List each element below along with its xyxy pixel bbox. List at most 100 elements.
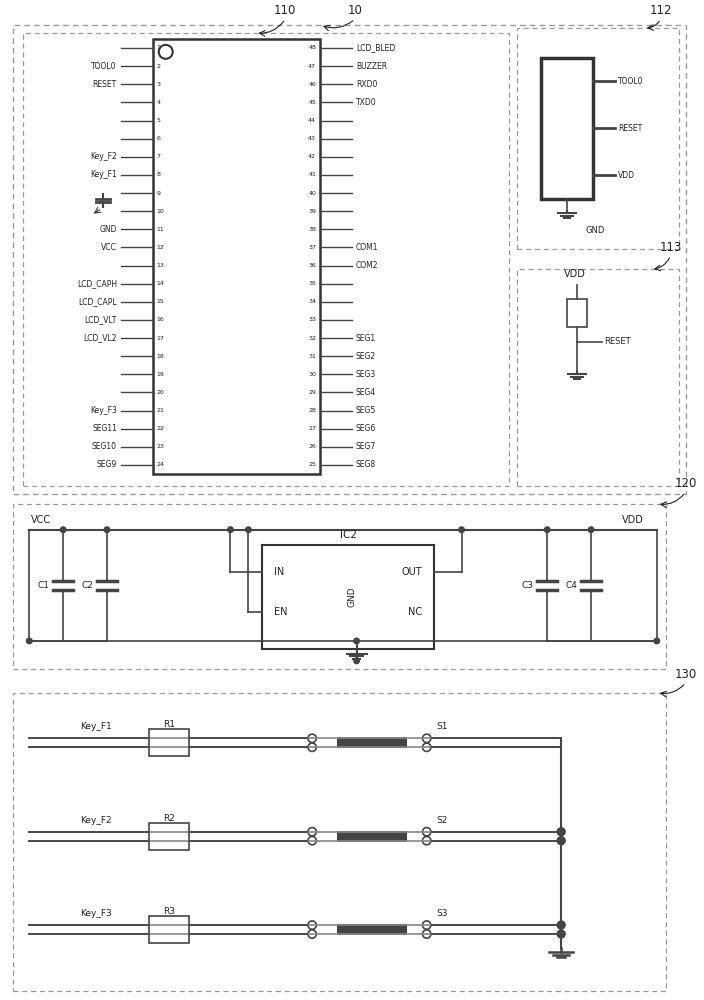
Text: 32: 32 bbox=[308, 336, 316, 341]
Text: 5: 5 bbox=[157, 118, 161, 123]
Circle shape bbox=[557, 930, 565, 938]
Circle shape bbox=[27, 638, 32, 644]
Text: COM1: COM1 bbox=[356, 243, 379, 252]
Text: 39: 39 bbox=[308, 209, 316, 214]
Text: SEG8: SEG8 bbox=[356, 460, 376, 469]
Text: LCD_BLED: LCD_BLED bbox=[356, 43, 395, 52]
Text: Key_F1: Key_F1 bbox=[90, 170, 117, 179]
Text: 34: 34 bbox=[308, 299, 316, 304]
Text: 47: 47 bbox=[308, 64, 316, 69]
Text: 33: 33 bbox=[308, 317, 316, 322]
Text: GND: GND bbox=[99, 225, 117, 234]
Text: 22: 22 bbox=[157, 426, 165, 431]
Text: IC2: IC2 bbox=[339, 530, 356, 540]
Text: 1: 1 bbox=[157, 45, 161, 50]
Text: S1: S1 bbox=[436, 722, 448, 731]
Circle shape bbox=[654, 638, 660, 644]
Text: VCC: VCC bbox=[31, 515, 51, 525]
Text: 11: 11 bbox=[157, 227, 165, 232]
Bar bbox=[517, 269, 679, 486]
Bar bbox=[13, 504, 666, 669]
Text: S3: S3 bbox=[436, 909, 448, 918]
Text: 15: 15 bbox=[157, 299, 165, 304]
Text: 130: 130 bbox=[674, 668, 697, 681]
Text: 31: 31 bbox=[308, 354, 316, 359]
Text: IN: IN bbox=[275, 567, 284, 577]
Text: 9: 9 bbox=[157, 191, 161, 196]
Bar bbox=[149, 729, 189, 756]
Circle shape bbox=[544, 527, 550, 532]
Text: GND: GND bbox=[585, 226, 605, 235]
Text: 10: 10 bbox=[157, 209, 165, 214]
Text: 13: 13 bbox=[157, 263, 165, 268]
Text: 16: 16 bbox=[157, 317, 165, 322]
Text: 28: 28 bbox=[308, 408, 316, 413]
Bar bbox=[567, 299, 587, 327]
Text: RESET: RESET bbox=[618, 124, 642, 133]
Text: 19: 19 bbox=[157, 372, 165, 377]
Bar bbox=[13, 25, 686, 494]
Text: C3: C3 bbox=[521, 581, 534, 590]
Text: 3: 3 bbox=[157, 82, 161, 87]
Text: 25: 25 bbox=[308, 462, 316, 467]
Text: SEG6: SEG6 bbox=[356, 424, 376, 433]
Text: 12: 12 bbox=[157, 245, 165, 250]
Text: 14: 14 bbox=[157, 281, 165, 286]
Text: S2: S2 bbox=[436, 816, 448, 825]
Text: LCD_VLT: LCD_VLT bbox=[84, 315, 117, 324]
Circle shape bbox=[354, 638, 359, 644]
Bar bbox=[149, 916, 189, 943]
Circle shape bbox=[459, 527, 465, 532]
Text: SEG4: SEG4 bbox=[356, 388, 376, 397]
Text: 40: 40 bbox=[308, 191, 316, 196]
Text: 45: 45 bbox=[308, 100, 316, 105]
Text: Key_F3: Key_F3 bbox=[90, 406, 117, 415]
Text: 17: 17 bbox=[157, 336, 165, 341]
Text: R1: R1 bbox=[163, 720, 175, 729]
Text: 44: 44 bbox=[308, 118, 316, 123]
Text: 20: 20 bbox=[157, 390, 165, 395]
Text: Key_F2: Key_F2 bbox=[90, 152, 117, 161]
Text: 37: 37 bbox=[308, 245, 316, 250]
Bar bbox=[153, 39, 320, 474]
Bar bbox=[23, 33, 510, 486]
Circle shape bbox=[227, 527, 233, 532]
Text: 7: 7 bbox=[157, 154, 161, 159]
Text: LCD_CAPH: LCD_CAPH bbox=[77, 279, 117, 288]
Text: C4: C4 bbox=[565, 581, 577, 590]
Text: NC: NC bbox=[408, 607, 422, 617]
Text: 4: 4 bbox=[157, 100, 161, 105]
Text: SEG5: SEG5 bbox=[356, 406, 376, 415]
Text: 8: 8 bbox=[157, 172, 161, 177]
Bar bbox=[13, 693, 666, 991]
Text: BUZZER: BUZZER bbox=[356, 62, 387, 71]
Text: 113: 113 bbox=[660, 241, 682, 254]
Bar bbox=[263, 545, 434, 649]
Text: 2: 2 bbox=[157, 64, 161, 69]
Text: 112: 112 bbox=[650, 4, 672, 17]
Text: OUT: OUT bbox=[401, 567, 422, 577]
Circle shape bbox=[557, 837, 565, 845]
Text: LCD_VL2: LCD_VL2 bbox=[84, 334, 117, 343]
Bar bbox=[337, 737, 407, 748]
Text: RXD0: RXD0 bbox=[356, 80, 377, 89]
Text: SEG2: SEG2 bbox=[356, 352, 376, 361]
Text: VDD: VDD bbox=[564, 269, 586, 279]
Text: 24: 24 bbox=[157, 462, 165, 467]
Text: SEG10: SEG10 bbox=[92, 442, 117, 451]
Bar bbox=[337, 924, 407, 935]
Text: TXD0: TXD0 bbox=[356, 98, 377, 107]
Circle shape bbox=[246, 527, 251, 532]
Text: 26: 26 bbox=[308, 444, 316, 449]
Text: R3: R3 bbox=[163, 907, 175, 916]
Text: Key_F3: Key_F3 bbox=[80, 909, 112, 918]
Text: Key_F1: Key_F1 bbox=[80, 722, 112, 731]
Text: LCD_CAPL: LCD_CAPL bbox=[78, 297, 117, 306]
Text: 21: 21 bbox=[157, 408, 165, 413]
Text: 36: 36 bbox=[308, 263, 316, 268]
Text: SEG1: SEG1 bbox=[356, 334, 376, 343]
Text: 18: 18 bbox=[157, 354, 165, 359]
Text: EN: EN bbox=[275, 607, 288, 617]
Bar bbox=[337, 831, 407, 842]
Text: 6: 6 bbox=[157, 136, 161, 141]
